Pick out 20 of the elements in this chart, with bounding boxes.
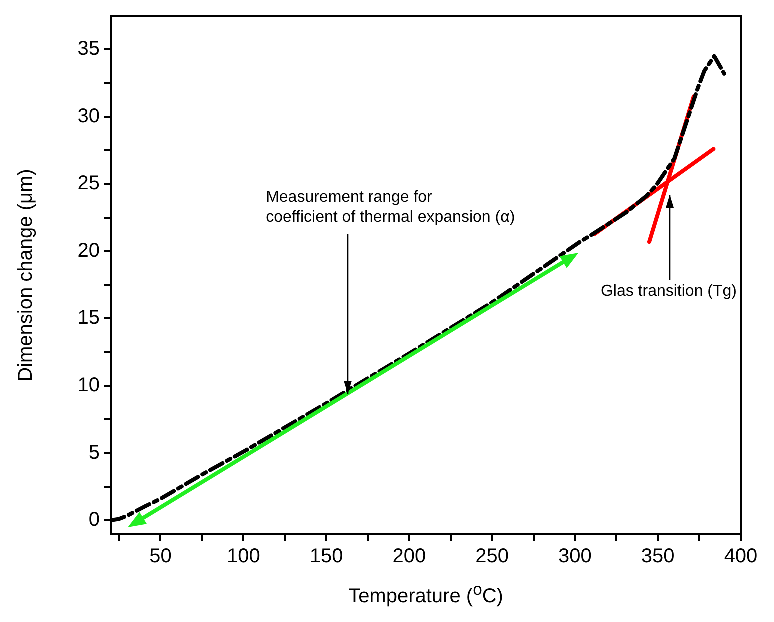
annotation: Measurement range for coefficient of thermal expansion (α) bbox=[266, 188, 516, 228]
x-tick-label: 200 bbox=[392, 546, 426, 568]
x-tick-label: 400 bbox=[724, 546, 758, 568]
y-tick-label: 15 bbox=[78, 307, 100, 330]
x-tick-label: 300 bbox=[558, 546, 592, 568]
y-tick-label: 10 bbox=[78, 374, 100, 397]
x-axis-title: Temperature ($^{o}$C) bbox=[348, 580, 504, 609]
y-axis-title: Dimension change (μm) bbox=[14, 168, 38, 382]
x-tick-label: 100 bbox=[226, 546, 260, 568]
y-tick-label: 5 bbox=[88, 442, 100, 464]
x-tick-label: 350 bbox=[641, 546, 675, 568]
y-tick-label: 30 bbox=[78, 105, 100, 128]
x-tick-label: 50 bbox=[150, 546, 172, 568]
y-tick-label: 0 bbox=[88, 509, 100, 532]
x-tick-label: 250 bbox=[476, 546, 510, 568]
x-tick-label: 150 bbox=[310, 546, 344, 568]
y-tick-label: 20 bbox=[78, 240, 100, 262]
y-tick-label: 25 bbox=[78, 172, 100, 195]
y-tick-label: 35 bbox=[78, 38, 100, 60]
annotation: Glas transition (Tg) bbox=[600, 282, 737, 302]
